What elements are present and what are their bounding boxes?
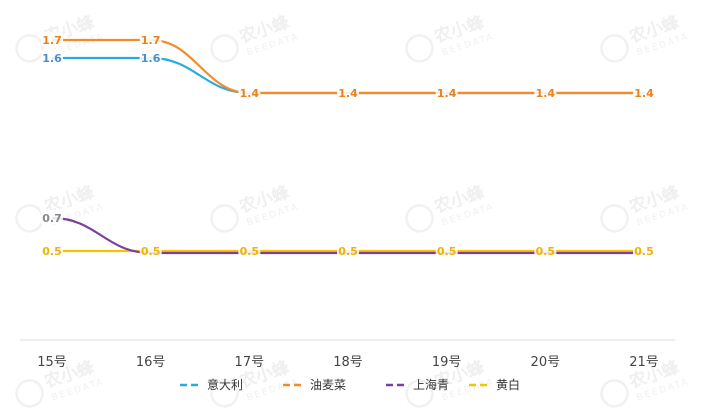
data-label-bg	[435, 85, 458, 99]
data-label-layer: 1.6 1.6 1.7 1.7 1.4 1.4 1.4 1.4 1.4 0.7 0.5 0.5 0.5 0…	[41, 32, 655, 258]
legend-label: 黄白	[496, 377, 520, 392]
data-label-bg	[238, 85, 261, 99]
data-label: 0.7	[41, 210, 63, 225]
data-label-bg	[337, 85, 359, 99]
legend-label: 油麦菜	[310, 378, 346, 392]
data-label-bg	[41, 32, 63, 46]
data-label: 1.4	[435, 85, 458, 100]
x-axis-ticks: 15号 16号 17号 18号 19号 20号 21号	[37, 355, 659, 370]
data-label: 1.4	[534, 85, 557, 100]
data-label-text: 1.4	[338, 87, 358, 100]
legend-label: 意大利	[207, 377, 243, 392]
x-tick-label: 20号	[531, 355, 561, 370]
data-label-bg	[139, 50, 162, 64]
data-label: 0.5	[534, 243, 557, 258]
data-label: 0.5	[435, 243, 458, 258]
data-label: 1.4	[238, 85, 261, 100]
data-label: 0.5	[238, 243, 261, 258]
legend-item[interactable]: 上海青	[386, 377, 449, 392]
watermark-bee-icon	[600, 379, 629, 408]
data-label: 1.6	[41, 50, 63, 65]
data-label-text: 1.4	[634, 87, 654, 100]
data-label-bg	[337, 243, 359, 257]
data-label-text: 0.5	[42, 245, 62, 258]
legend-item[interactable]: 意大利	[180, 377, 243, 392]
data-label: 1.6	[139, 50, 162, 65]
data-label-bg	[534, 85, 557, 99]
x-tick-label: 15号	[37, 355, 67, 370]
watermark-bee-icon	[600, 34, 629, 63]
data-label: 0.5	[337, 243, 359, 258]
data-label: 0.5	[633, 243, 655, 258]
data-label-text: 0.5	[141, 245, 161, 258]
data-label: 1.7	[41, 32, 63, 47]
data-label-bg	[238, 243, 261, 257]
data-label-text: 1.4	[536, 87, 556, 100]
watermark-bee-icon	[210, 204, 239, 233]
data-label-text: 0.5	[338, 245, 358, 258]
data-label-bg	[139, 243, 162, 257]
watermark-bee-icon	[405, 379, 434, 408]
watermark-bee-icon	[405, 204, 434, 233]
data-label-text: 0.5	[240, 245, 260, 258]
data-label-text: 1.6	[141, 52, 161, 65]
data-label-text: 1.4	[437, 87, 457, 100]
series-layer	[51, 38, 644, 255]
data-label-bg	[41, 210, 63, 224]
data-label-bg	[633, 243, 655, 257]
data-label-text: 0.5	[634, 245, 654, 258]
data-label: 1.4	[337, 85, 359, 100]
x-tick-label: 16号	[136, 355, 166, 370]
x-tick-label: 19号	[432, 355, 462, 370]
data-label-text: 0.5	[536, 245, 556, 258]
data-label-text: 1.7	[141, 34, 161, 47]
watermark-bee-icon	[405, 34, 434, 63]
legend-label: 上海青	[413, 377, 449, 392]
watermark-bee-icon	[600, 204, 629, 233]
watermark-bee-icon	[210, 34, 239, 63]
data-label: 0.5	[139, 243, 162, 258]
legend-item[interactable]: 油麦菜	[283, 378, 346, 392]
x-tick-label: 21号	[629, 355, 659, 370]
data-label-bg	[139, 32, 162, 46]
x-tick-label: 18号	[333, 355, 363, 370]
legend-item[interactable]: 黄白	[469, 377, 520, 392]
data-label-text: 1.7	[42, 34, 62, 47]
data-label: 1.7	[139, 32, 162, 47]
watermark-bee-icon	[210, 379, 239, 408]
data-label-bg	[41, 50, 63, 64]
data-label-text: 1.4	[240, 87, 260, 100]
data-label-bg	[633, 85, 655, 99]
data-label: 1.4	[633, 85, 655, 100]
data-label-bg	[41, 243, 63, 257]
data-label: 0.5	[41, 243, 63, 258]
data-label-text: 0.5	[437, 245, 457, 258]
watermark-bee-icon	[15, 379, 44, 408]
data-label-text: 0.7	[42, 212, 62, 225]
x-tick-label: 17号	[235, 355, 265, 370]
data-label-bg	[435, 243, 458, 257]
data-label-bg	[534, 243, 557, 257]
legend: 意大利 油麦菜 上海青 黄白	[180, 377, 520, 392]
data-label-text: 1.6	[42, 52, 62, 65]
